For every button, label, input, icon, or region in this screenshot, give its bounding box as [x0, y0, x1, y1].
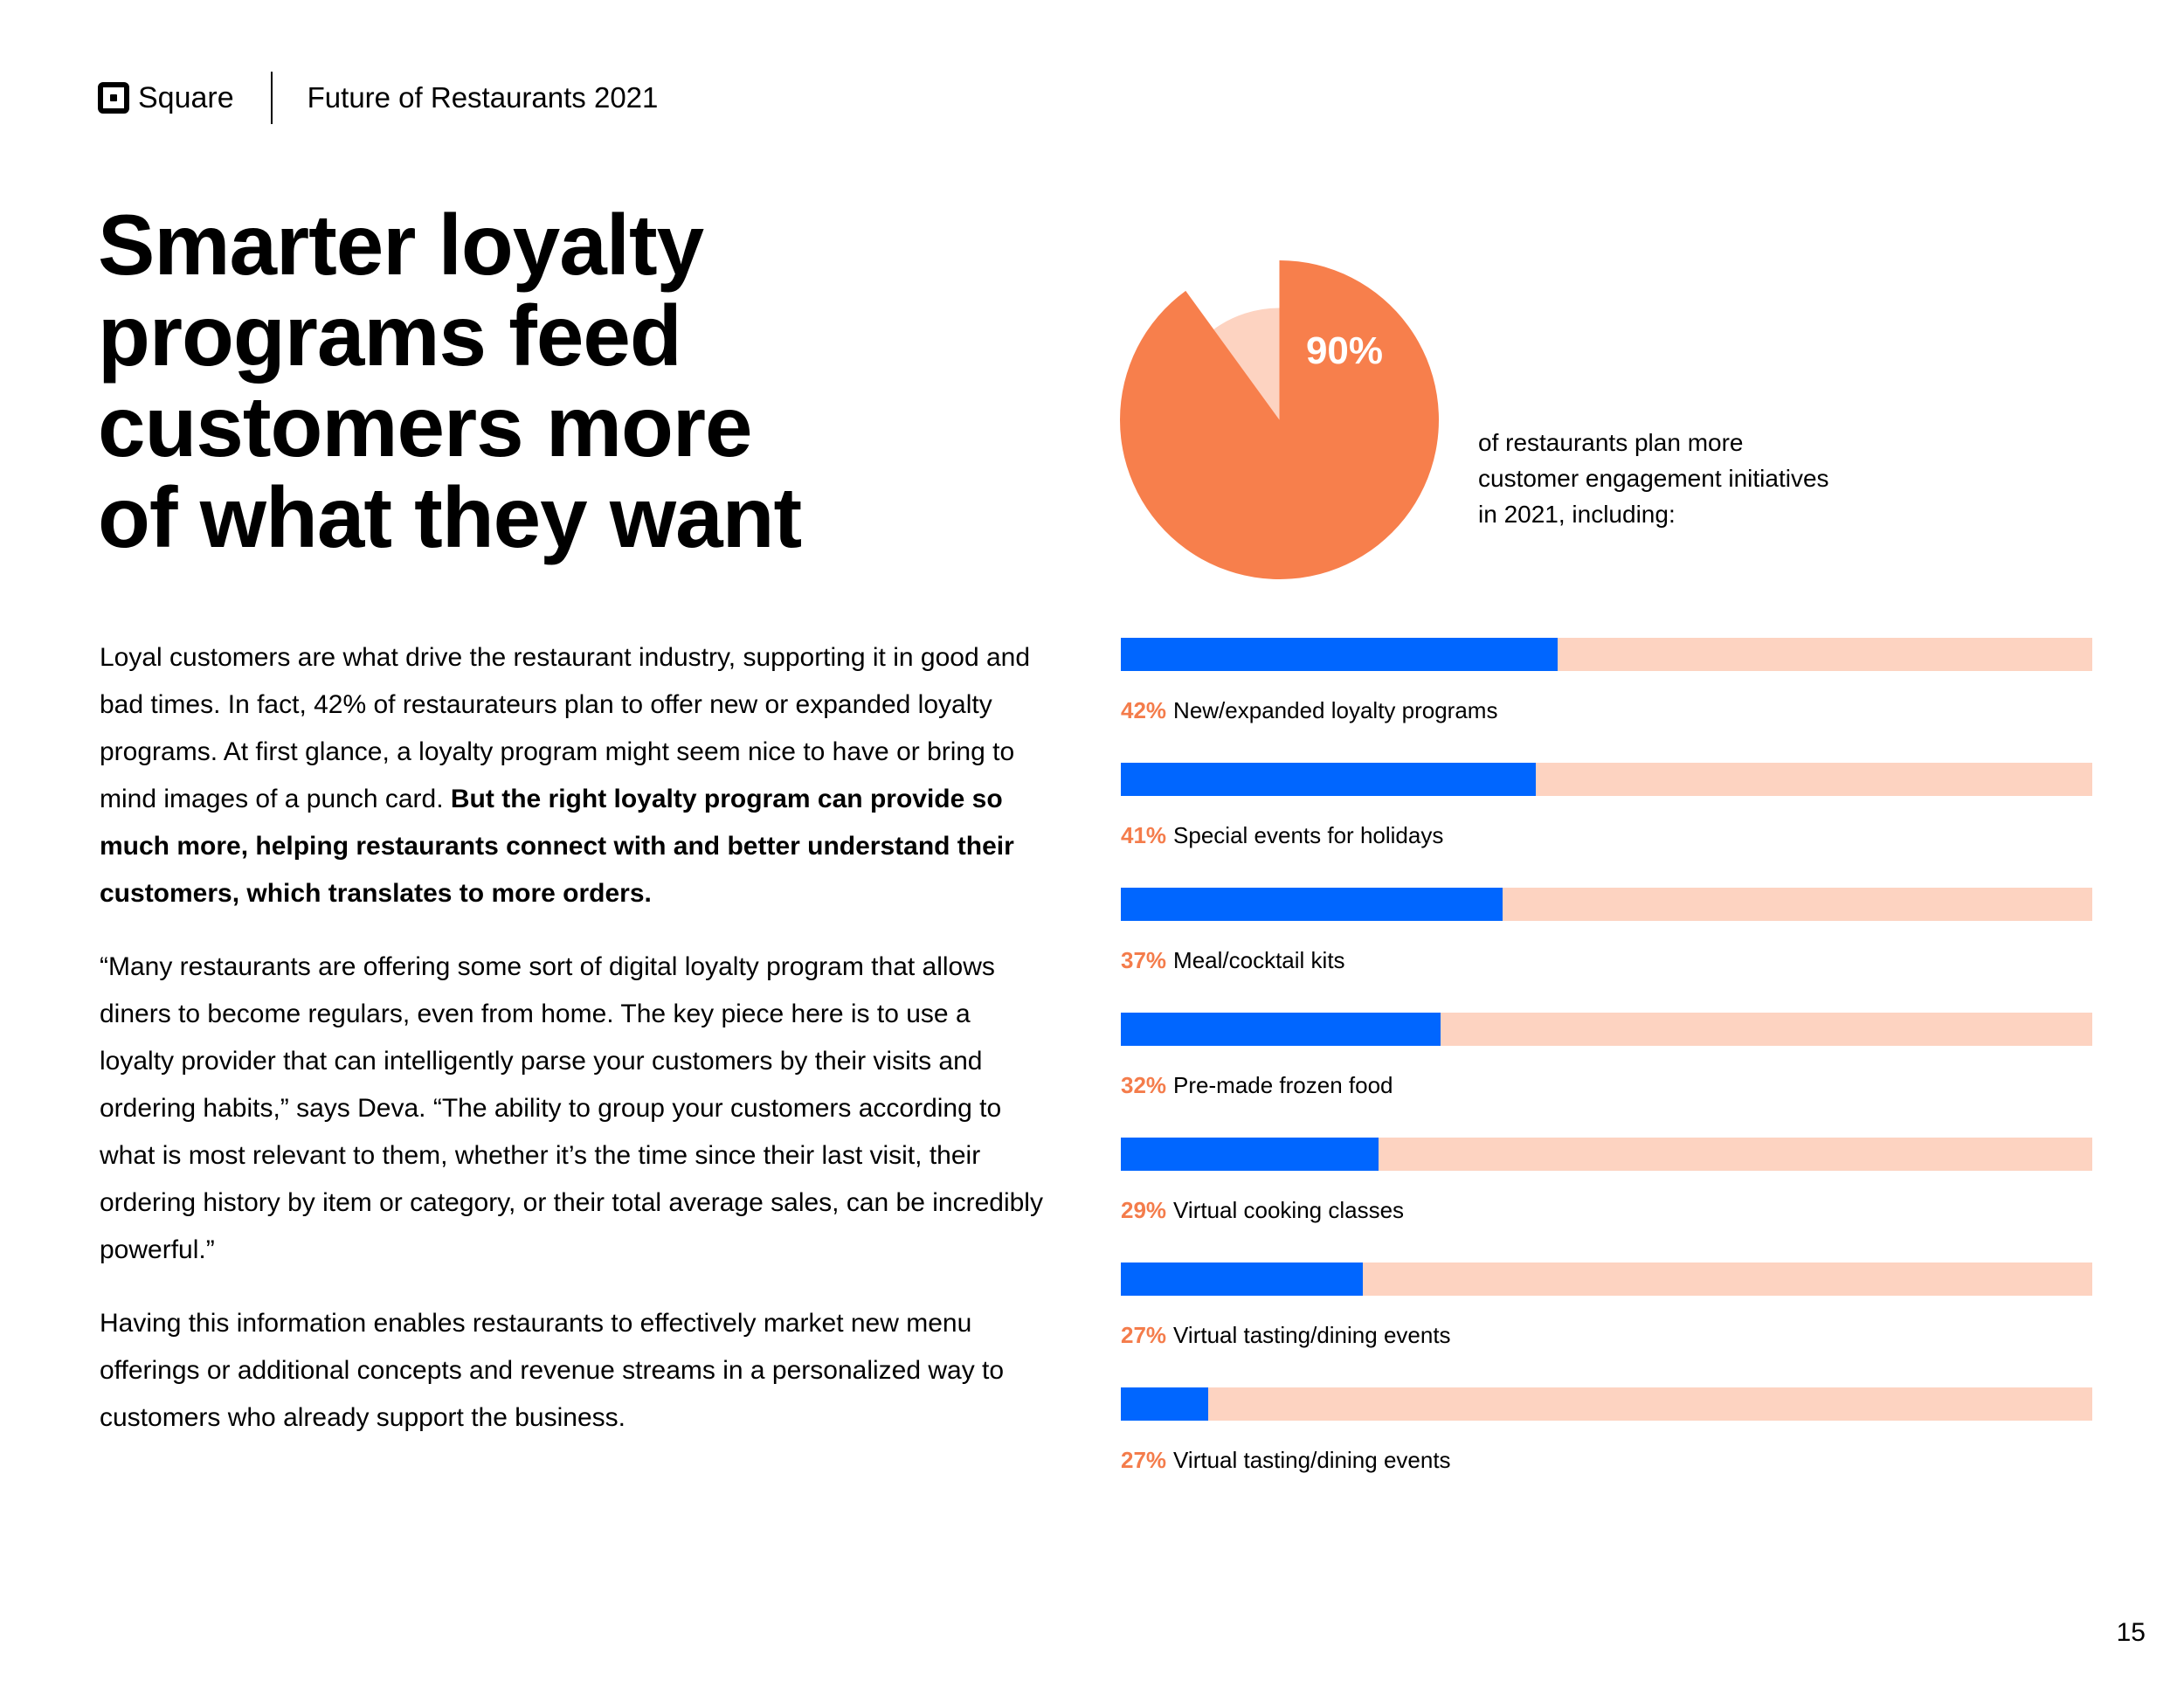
- bar-track: [1121, 1263, 2092, 1296]
- bar-percent-label: 32%: [1121, 1072, 1167, 1098]
- bar-fill: [1121, 1138, 1379, 1171]
- bar-label: 42% New/expanded loyalty programs: [1121, 695, 2092, 725]
- bar-fill: [1121, 888, 1503, 921]
- page-headline: Smarter loyalty programs feed customers …: [98, 199, 954, 563]
- bar-track: [1121, 763, 2092, 796]
- bar-row: 29% Virtual cooking classes: [1121, 1138, 2092, 1263]
- bar-label: 29% Virtual cooking classes: [1121, 1195, 2092, 1225]
- bar-percent-label: 37%: [1121, 947, 1167, 973]
- bar-category-label: Special events for holidays: [1173, 822, 1444, 848]
- headline-line: programs feed: [98, 287, 682, 384]
- body-paragraph-2: “Many restaurants are offering some sort…: [100, 952, 1043, 1264]
- body-copy: Loyal customers are what drive the resta…: [100, 634, 1043, 1468]
- bar-row: 42% New/expanded loyalty programs: [1121, 638, 2092, 763]
- pie-slice-remainder: [1213, 308, 1280, 420]
- square-logo-icon: [98, 82, 129, 114]
- bar-fill: [1121, 1013, 1441, 1046]
- bar-percent-label: 29%: [1121, 1197, 1167, 1223]
- bar-track: [1121, 1013, 2092, 1046]
- bar-percent-label: 27%: [1121, 1322, 1167, 1348]
- body-paragraph-1-emphasis: But the right loyalty program can provid…: [100, 785, 1014, 908]
- headline-line: Smarter loyalty: [98, 197, 704, 293]
- bar-row: 41% Special events for holidays: [1121, 763, 2092, 888]
- bar-category-label: Pre-made frozen food: [1173, 1072, 1393, 1098]
- bar-percent-label: 41%: [1121, 822, 1167, 848]
- bar-fill: [1121, 638, 1559, 671]
- bar-row: 27% Virtual tasting/dining events: [1121, 1387, 2092, 1512]
- body-paragraph-3: Having this information enables restaura…: [100, 1309, 1005, 1432]
- bar-fill: [1121, 1387, 1209, 1421]
- pie-slice-main: [1120, 260, 1439, 579]
- bar-label: 27% Virtual tasting/dining events: [1121, 1445, 2092, 1475]
- bar-track: [1121, 1387, 2092, 1421]
- bar-track: [1121, 888, 2092, 921]
- pie-slices: [1120, 260, 1439, 579]
- body-paragraph-1-text: Loyal customers are what drive the resta…: [100, 643, 1031, 813]
- bar-category-label: Virtual tasting/dining events: [1173, 1322, 1451, 1348]
- bar-track: [1121, 1138, 2092, 1171]
- report-header: Square Future of Restaurants 2021: [98, 72, 659, 124]
- bar-category-label: Meal/cocktail kits: [1173, 947, 1345, 973]
- pie-caption: of restaurants plan more customer engage…: [1478, 429, 1829, 528]
- bar-category-label: Virtual cooking classes: [1173, 1197, 1405, 1223]
- report-title: Future of Restaurants 2021: [307, 81, 659, 114]
- bar-row: 37% Meal/cocktail kits: [1121, 888, 2092, 1013]
- bar-percent-label: 42%: [1121, 697, 1167, 723]
- bar-fill: [1121, 763, 1536, 796]
- bar-row: 32% Pre-made frozen food: [1121, 1013, 2092, 1138]
- page-number: 15: [2116, 1618, 2146, 1647]
- bar-track: [1121, 638, 2092, 671]
- bar-label: 37% Meal/cocktail kits: [1121, 945, 2092, 975]
- bar-category-label: New/expanded loyalty programs: [1173, 697, 1498, 723]
- bar-chart: 42% New/expanded loyalty programs 41% Speci…: [1121, 638, 2092, 1512]
- bar-label: 27% Virtual tasting/dining events: [1121, 1320, 2092, 1350]
- bar-category-label: Virtual tasting/dining events: [1173, 1447, 1451, 1473]
- headline-line: of what they want: [98, 469, 802, 565]
- bar-percent-label: 27%: [1121, 1447, 1167, 1473]
- bar-label: 41% Special events for holidays: [1121, 820, 2092, 850]
- logo-text: Square: [138, 80, 234, 114]
- headline-line: customers more: [98, 378, 753, 474]
- pie-value-label: 90%: [1306, 329, 1383, 372]
- bar-row: 27% Virtual tasting/dining events: [1121, 1263, 2092, 1387]
- body-paragraph-1: Loyal customers are what drive the resta…: [100, 634, 1043, 917]
- bar-label: 32% Pre-made frozen food: [1121, 1070, 2092, 1100]
- pie-chart: 90%: [1120, 260, 1439, 579]
- bar-fill: [1121, 1263, 1363, 1296]
- header-divider: [270, 72, 273, 124]
